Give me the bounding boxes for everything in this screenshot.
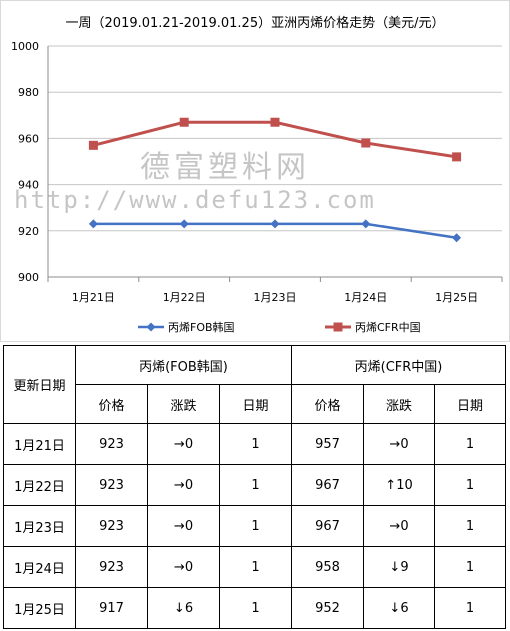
cfr-price: 952: [291, 587, 365, 629]
data-point: [179, 219, 189, 229]
legend-marker: [146, 322, 156, 332]
fob-day: 1: [218, 587, 293, 629]
x-tick-label: 1月23日: [254, 291, 297, 304]
data-point: [270, 117, 280, 127]
chart-svg: 一周（2019.01.21-2019.01.25）亚洲丙烯价格走势（美元/元） 9…: [0, 0, 510, 342]
table-row: 1月21日 923 →0 1 957 →0 1: [3, 423, 507, 465]
fob-change: →0: [147, 423, 220, 465]
line-chart: 一周（2019.01.21-2019.01.25）亚洲丙烯价格走势（美元/元） 9…: [0, 0, 510, 342]
fob-day: 1: [218, 505, 293, 547]
fob-price: 923: [75, 546, 148, 588]
cfr-day: 1: [434, 505, 507, 547]
cfr-change: →0: [363, 505, 436, 547]
row-date: 1月25日: [3, 587, 76, 629]
legend-marker: [333, 322, 343, 332]
arrow-icon: ↓: [389, 600, 401, 616]
y-tick-label: 920: [18, 225, 39, 238]
fob-change: ↓6: [147, 587, 220, 629]
table-row: 1月23日 923 →0 1 967 →0 1: [3, 505, 507, 547]
fob-price: 923: [75, 423, 148, 465]
fob-day: 1: [218, 423, 293, 465]
cfr-price: 967: [291, 464, 365, 506]
x-tick-label: 1月22日: [163, 291, 206, 304]
row-date: 1月24日: [3, 546, 76, 588]
fob-price: 923: [75, 505, 148, 547]
y-tick-label: 940: [18, 179, 39, 192]
y-tick-label: 960: [18, 132, 39, 145]
arrow-icon: →: [173, 518, 185, 534]
cfr-day: 1: [434, 464, 507, 506]
fob-day: 1: [218, 464, 293, 506]
data-point: [361, 138, 371, 148]
subheader-fob-change: 涨跌: [147, 384, 220, 424]
chart-title: 一周（2019.01.21-2019.01.25）亚洲丙烯价格走势（美元/元）: [66, 15, 445, 31]
cfr-price: 957: [291, 423, 365, 465]
cfr-change: →0: [363, 423, 436, 465]
data-point: [88, 140, 98, 150]
y-tick-label: 1000: [11, 40, 39, 53]
legend-label: 丙烯FOB韩国: [168, 320, 235, 334]
date-header: 更新日期: [3, 345, 76, 424]
arrow-icon: →: [173, 559, 185, 575]
series-line: [93, 120, 457, 159]
x-tick-label: 1月21日: [72, 291, 115, 304]
arrow-icon: ↓: [389, 559, 401, 575]
subheader-cfr-day: 日期: [434, 384, 507, 424]
data-point: [361, 219, 371, 229]
cfr-day: 1: [434, 587, 507, 629]
fob-change: →0: [147, 546, 220, 588]
table-row: 1月24日 923 →0 1 958 ↓9 1: [3, 546, 507, 588]
cfr-change: ↓9: [363, 546, 436, 588]
group-header-fob: 丙烯(FOB韩国): [74, 345, 293, 385]
fob-day: 1: [218, 546, 293, 588]
arrow-icon: →: [389, 436, 401, 452]
price-table: 更新日期 丙烯(FOB韩国) 丙烯(CFR中国) 价格 涨跌 日期 价格 涨跌 …: [3, 345, 507, 629]
arrow-icon: →: [389, 518, 401, 534]
cfr-change: ↓6: [363, 587, 436, 629]
fob-change: →0: [147, 464, 220, 506]
table-row: 1月22日 923 →0 1 967 ↑10 1: [3, 464, 507, 506]
legend-label: 丙烯CFR中国: [355, 321, 421, 334]
group-header-cfr: 丙烯(CFR中国): [291, 345, 507, 385]
arrow-icon: ↓: [173, 600, 185, 616]
subheader-cfr-change: 涨跌: [363, 384, 436, 424]
fob-price: 917: [75, 587, 148, 629]
subheader-fob-day: 日期: [218, 384, 293, 424]
table-header-row: 更新日期 丙烯(FOB韩国) 丙烯(CFR中国): [3, 345, 507, 424]
row-date: 1月22日: [3, 464, 76, 506]
subheader-cfr-price: 价格: [291, 384, 365, 424]
cfr-change: ↑10: [363, 464, 436, 506]
data-point: [270, 219, 280, 229]
fob-change: →0: [147, 505, 220, 547]
arrow-icon: →: [173, 477, 185, 493]
arrow-icon: ↑: [385, 477, 397, 493]
cfr-price: 958: [291, 546, 365, 588]
arrow-icon: →: [173, 436, 185, 452]
y-tick-label: 980: [18, 86, 39, 99]
data-point: [88, 219, 98, 229]
subheader-fob-price: 价格: [75, 384, 148, 424]
cfr-price: 967: [291, 505, 365, 547]
data-point: [179, 117, 189, 127]
data-point: [452, 233, 462, 243]
table-subheader-row: 价格 涨跌 日期 价格 涨跌 日期: [4, 384, 507, 424]
y-tick-label: 900: [18, 271, 39, 284]
row-date: 1月23日: [3, 505, 76, 547]
cfr-day: 1: [434, 423, 507, 465]
x-tick-label: 1月25日: [435, 291, 478, 304]
data-point: [452, 152, 462, 162]
cfr-day: 1: [434, 546, 507, 588]
x-tick-label: 1月24日: [344, 291, 387, 304]
fob-price: 923: [75, 464, 148, 506]
row-date: 1月21日: [3, 423, 76, 465]
table-row: 1月25日 917 ↓6 1 952 ↓6 1: [3, 587, 507, 629]
